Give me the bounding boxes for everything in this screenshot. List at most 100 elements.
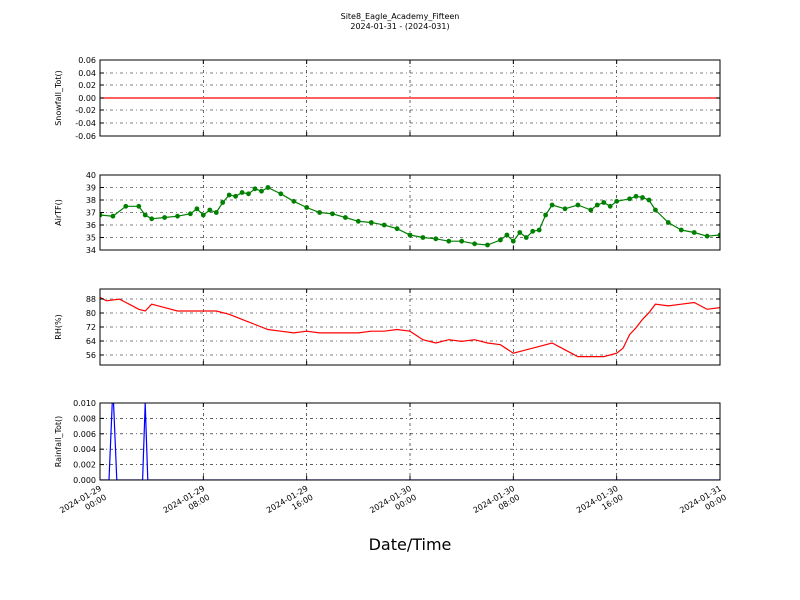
y-tick-label: -0.04 (75, 119, 96, 128)
subplot-4: 0.010 0.008 0.006 0.004 0.002 0.000 Rainfall_T… (54, 399, 721, 485)
x-axis-label: Date/Time (369, 535, 452, 554)
data-point (510, 238, 516, 244)
y-tick-label: 0.04 (78, 69, 96, 78)
data-point (562, 206, 568, 212)
data-point (149, 216, 155, 222)
y-tick-label: 35 (86, 234, 96, 243)
data-point (162, 215, 168, 220)
data-point (446, 238, 452, 244)
data-point (614, 198, 620, 204)
data-point (407, 232, 413, 238)
y-tick-label: -0.02 (75, 106, 96, 115)
y-tick-label: 0.010 (73, 399, 96, 408)
data-point (420, 235, 426, 240)
data-point (717, 232, 720, 238)
data-point (343, 215, 348, 220)
subplot-3: 88 80 72 64 56 RH(%) (54, 288, 721, 366)
data-point (530, 228, 536, 234)
y-tick-label: 0.06 (78, 56, 96, 65)
y-axis-label: Snowfall_Tot() (54, 70, 63, 126)
y-tick-label: 88 (86, 295, 96, 304)
data-point (317, 210, 322, 215)
data-point (394, 226, 400, 232)
y-tick-label: 39 (86, 184, 96, 193)
y-tick-label: 72 (86, 323, 96, 332)
y-axis-label: RH(%) (54, 314, 63, 339)
data-point (640, 195, 645, 200)
data-point (226, 192, 232, 198)
data-point (265, 185, 271, 190)
data-point (459, 238, 465, 244)
y-tick-label: 56 (86, 351, 96, 360)
data-point (246, 191, 251, 197)
y-tick-label: 36 (86, 221, 96, 230)
data-point (601, 200, 607, 205)
y-axis-label: AirTF() (54, 199, 63, 226)
data-point (355, 218, 361, 224)
subplot-1: 0.06 0.04 0.02 0.00 -0.02 -0.04 -0.06 Snowfall_… (54, 56, 721, 141)
y-tick-label: 34 (86, 246, 96, 255)
y-tick-label: 0.02 (78, 81, 96, 90)
data-point (330, 211, 335, 217)
data-point (704, 233, 710, 239)
data-point (100, 212, 103, 218)
data-point (220, 200, 226, 205)
series-line (100, 296, 720, 358)
y-axis-label: Rainfall_Tot() (54, 416, 63, 468)
data-point (594, 202, 600, 208)
data-point (588, 207, 594, 213)
data-point (368, 220, 374, 225)
data-point (233, 193, 239, 199)
data-point (252, 186, 258, 192)
grid (100, 289, 720, 365)
data-point (278, 191, 284, 197)
data-point (517, 230, 523, 235)
data-point (433, 236, 439, 242)
y-tick-label: 0.004 (73, 445, 96, 454)
data-point (646, 197, 652, 203)
data-point (691, 230, 697, 235)
data-point (188, 211, 193, 217)
data-point (213, 210, 219, 215)
data-point (259, 188, 264, 194)
data-point (110, 213, 116, 219)
data-point (239, 190, 245, 195)
data-point (304, 205, 310, 210)
data-point (136, 203, 142, 209)
data-point (194, 206, 200, 212)
data-point (653, 207, 658, 213)
y-tick-label: 64 (86, 337, 96, 346)
data-point (575, 202, 581, 208)
data-point (175, 213, 180, 219)
data-point (504, 232, 510, 238)
data-point (142, 212, 148, 218)
data-point (665, 220, 671, 225)
data-point (678, 227, 684, 233)
data-point (381, 222, 387, 228)
data-point (498, 237, 503, 243)
y-tick-label: 0.008 (73, 414, 96, 423)
grid (100, 403, 720, 480)
data-point (523, 235, 529, 240)
data-point (536, 227, 542, 233)
y-tick-label: 37 (86, 209, 96, 218)
data-point (472, 241, 477, 247)
y-tick-label: 0.00 (78, 94, 96, 103)
data-point (633, 193, 639, 199)
subplots: 0.06 0.04 0.02 0.00 -0.02 -0.04 -0.06 Snowfall_… (54, 56, 721, 485)
data-point (485, 242, 490, 248)
data-point (123, 203, 129, 209)
series-markers (100, 185, 720, 248)
data-point (543, 212, 548, 218)
y-tick-label: 0.002 (73, 461, 96, 470)
data-point (200, 212, 206, 218)
y-tick-label: 0.000 (73, 476, 96, 485)
subplot-2: 40 39 38 37 36 35 34 AirTF() (54, 171, 721, 255)
data-point (207, 207, 213, 213)
series-line (100, 186, 720, 246)
data-point (291, 198, 297, 204)
data-point (627, 196, 632, 202)
y-tick-label: -0.06 (75, 132, 96, 141)
